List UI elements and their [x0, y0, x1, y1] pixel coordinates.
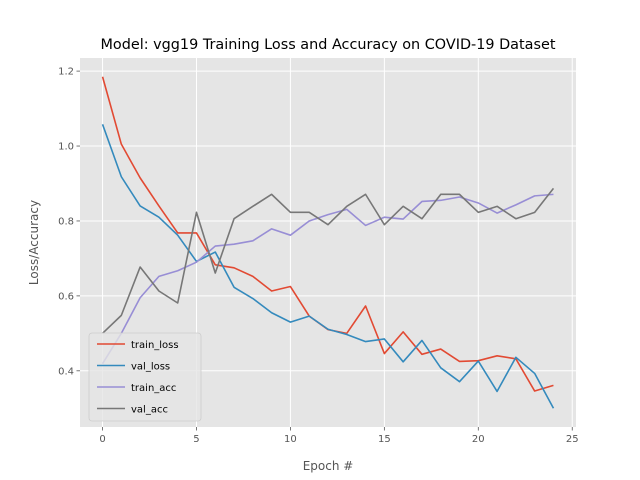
x-axis-label: Epoch # [303, 459, 354, 473]
x-tick-label: 5 [193, 434, 199, 445]
y-tick-label: 0.6 [58, 291, 74, 302]
series-line-val-acc [101, 187, 555, 334]
y-tick-label: 0.4 [58, 366, 74, 377]
legend-box [88, 332, 202, 422]
axis-ticks: 0 5 10 15 20 25 0.4 0.6 0.8 1.0 1.2 [58, 67, 579, 445]
legend-label-train-loss: train_loss [131, 340, 179, 351]
y-tick-label: 0.8 [58, 216, 74, 227]
y-axis-label: Loss/Accuracy [27, 200, 41, 285]
x-tick-label: 10 [284, 434, 297, 445]
series-line-train-acc [101, 193, 554, 365]
chart-title: Model: vgg19 Training Loss and Accuracy … [101, 37, 556, 53]
legend-label-val-loss: val_loss [131, 362, 170, 373]
legend-label-train-acc: train_acc [131, 383, 176, 394]
x-tick-label: 0 [99, 434, 105, 445]
legend: train_loss val_loss train_acc val_acc [88, 332, 202, 422]
y-tick-label: 1.0 [58, 142, 74, 153]
x-tick-label: 15 [378, 434, 391, 445]
legend-label-val-acc: val_acc [131, 405, 168, 416]
x-tick-label: 25 [566, 434, 579, 445]
series-line-val-loss [101, 124, 555, 409]
series-lines [101, 76, 555, 409]
x-tick-label: 20 [472, 434, 485, 445]
y-tick-label: 1.2 [58, 67, 74, 78]
